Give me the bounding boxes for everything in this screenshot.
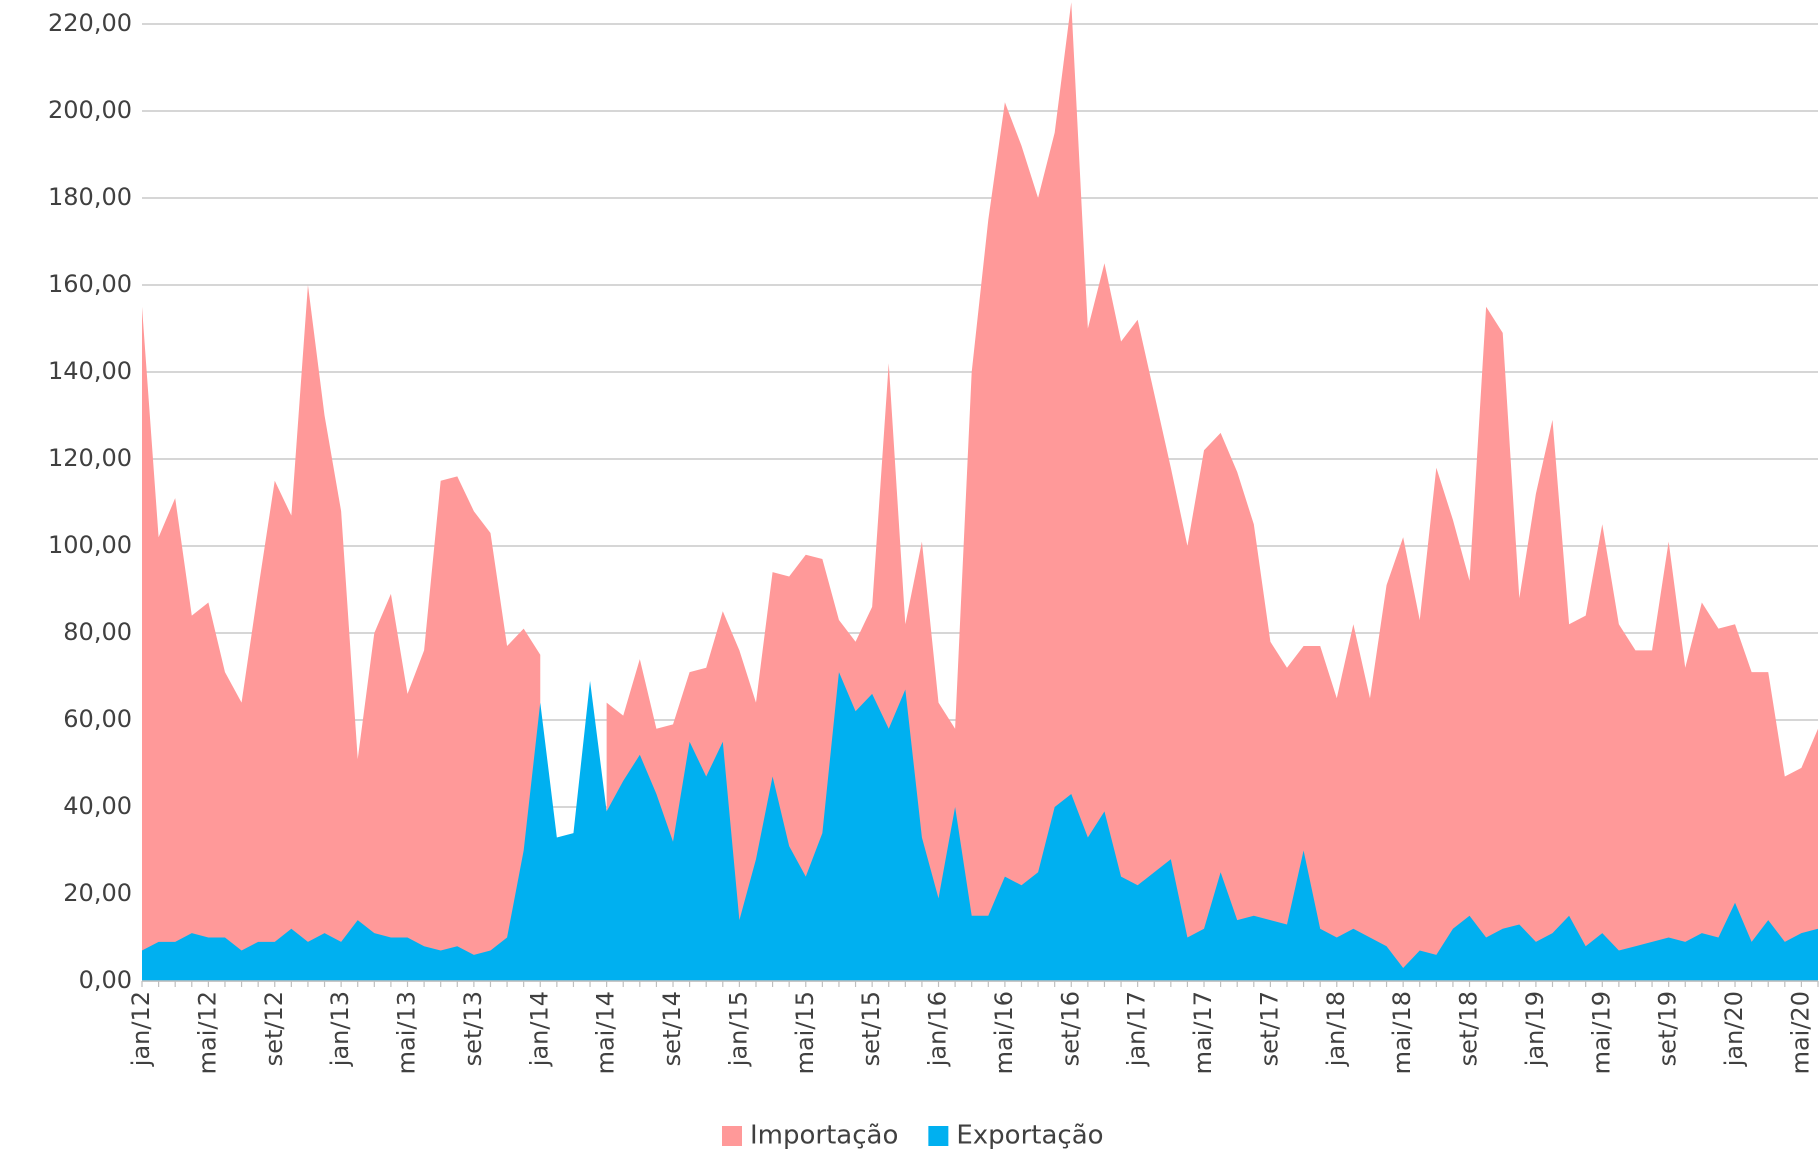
- x-tick-label: jan/15: [724, 991, 752, 1067]
- legend-label: Exportação: [956, 1121, 1103, 1151]
- x-tick-label: set/16: [1056, 991, 1084, 1066]
- x-tick-label: mai/17: [1189, 991, 1217, 1074]
- x-tick-label: mai/14: [592, 991, 620, 1074]
- x-tick-label: jan/18: [1322, 991, 1350, 1067]
- y-tick-label: 180,00: [48, 183, 132, 211]
- x-tick-label: set/15: [857, 991, 885, 1066]
- y-tick-label: 200,00: [48, 96, 132, 124]
- y-tick-label: 40,00: [63, 792, 132, 820]
- x-tick-label: jan/19: [1521, 991, 1549, 1067]
- legend-swatch: [722, 1126, 742, 1146]
- y-tick-label: 140,00: [48, 357, 132, 385]
- y-tick-label: 220,00: [48, 9, 132, 37]
- y-tick-label: 120,00: [48, 444, 132, 472]
- y-tick-label: 20,00: [63, 879, 132, 907]
- legend-swatch: [928, 1126, 949, 1146]
- x-tick-label: set/19: [1654, 991, 1682, 1066]
- x-tick-label: mai/12: [193, 991, 221, 1074]
- x-tick-label: set/17: [1255, 991, 1283, 1066]
- x-tick-label: set/12: [260, 991, 288, 1066]
- x-tick-label: set/18: [1455, 991, 1483, 1066]
- y-tick-label: 0,00: [79, 966, 132, 994]
- x-tick-label: mai/16: [990, 991, 1018, 1074]
- legend-label: Importação: [750, 1121, 898, 1151]
- legend: Importação Exportação: [722, 1121, 1104, 1151]
- x-tick-label: mai/13: [393, 991, 421, 1074]
- x-tick-label: jan/16: [924, 991, 952, 1067]
- x-tick-label: mai/20: [1786, 991, 1814, 1074]
- x-tick-label: jan/17: [1123, 991, 1151, 1067]
- area: [142, 672, 1818, 981]
- x-tick-label: jan/12: [127, 991, 155, 1067]
- y-tick-label: 80,00: [63, 618, 132, 646]
- x-tick-label: set/13: [459, 991, 487, 1066]
- x-tick-label: jan/13: [326, 991, 354, 1067]
- x-tick-label: jan/20: [1720, 991, 1748, 1067]
- y-tick-label: 60,00: [63, 705, 132, 733]
- x-tick-label: set/14: [658, 991, 686, 1066]
- x-tick-label: mai/19: [1587, 991, 1615, 1074]
- y-tick-label: 160,00: [48, 270, 132, 298]
- y-tick-label: 100,00: [48, 531, 132, 559]
- x-tick-label: mai/15: [791, 991, 819, 1074]
- x-tick-label: jan/14: [525, 991, 553, 1067]
- area: [142, 2, 1818, 981]
- x-tick-label: mai/18: [1388, 991, 1416, 1074]
